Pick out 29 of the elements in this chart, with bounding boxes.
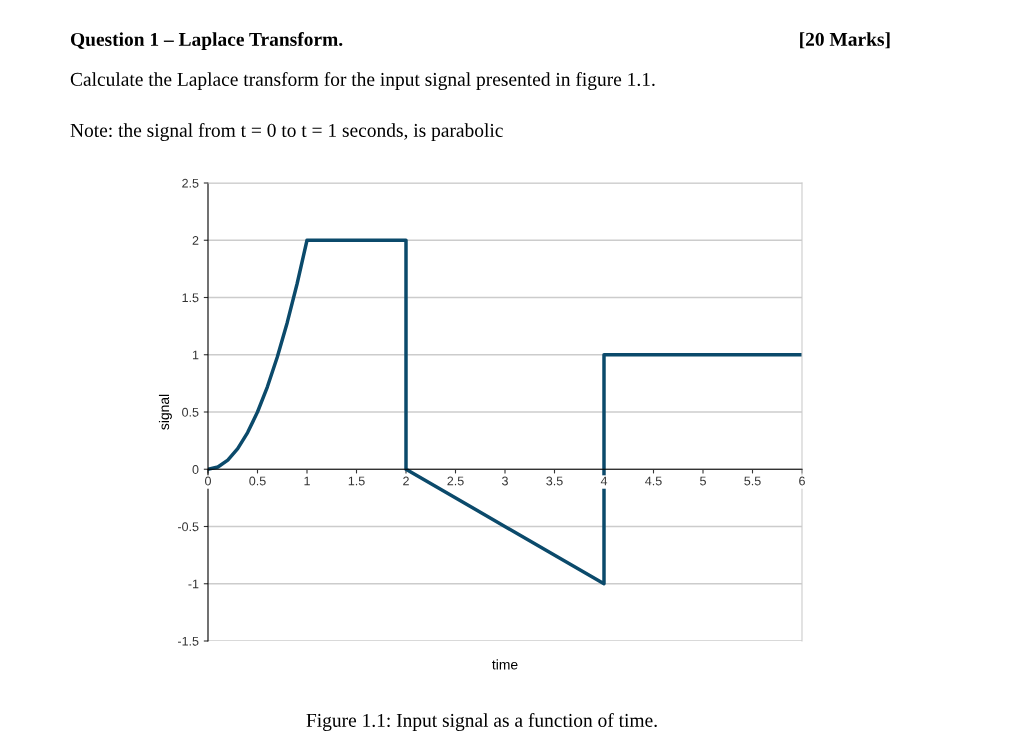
text: [20 Marks] xyxy=(800,32,890,49)
x-tick-label: 3 xyxy=(502,476,508,486)
x-tick-label: 3.5 xyxy=(546,476,563,486)
y-tick-label: 0.5 xyxy=(182,407,199,417)
y-tick-label: 1.5 xyxy=(182,293,199,303)
y-axis-title: signal xyxy=(158,394,172,430)
x-tick-label: 1 xyxy=(304,476,310,486)
y-tick-label: -1 xyxy=(188,579,199,589)
y-tick-label: -1.5 xyxy=(177,636,199,646)
x-tick-label: 2.5 xyxy=(447,476,464,486)
x-tick-label: 5 xyxy=(700,476,706,486)
x-axis-title: time xyxy=(492,659,518,670)
y-tick-label: -0.5 xyxy=(177,522,199,532)
chart-title: Question 1 – Laplace Transform. xyxy=(70,32,343,50)
x-tick-label: 1.5 xyxy=(348,476,365,486)
y-tick-label: 0 xyxy=(192,465,199,474)
y-tick-label: 1 xyxy=(192,350,199,360)
chart-subtitle: Calculate the Laplace transform for the input signal presented in figure 1.1. xyxy=(70,72,655,90)
x-tick-label: 2 xyxy=(403,476,409,486)
x-tick-label: 6 xyxy=(799,476,805,486)
x-tick-label: 4.5 xyxy=(645,476,662,486)
text: Note: the signal from t = 0 to t = 1 seconds, is parabolic xyxy=(70,123,503,141)
x-tick-label: 0 xyxy=(205,476,211,486)
x-tick-label: 5.5 xyxy=(744,476,761,486)
x-tick-label: 4 xyxy=(600,476,608,486)
x-tick-label: 0.5 xyxy=(249,476,266,486)
caption: Figure 1.1: Input signal as a function of time. xyxy=(306,713,657,731)
y-tick-label: 2 xyxy=(192,236,199,245)
y-tick-label: 2.5 xyxy=(182,178,199,188)
